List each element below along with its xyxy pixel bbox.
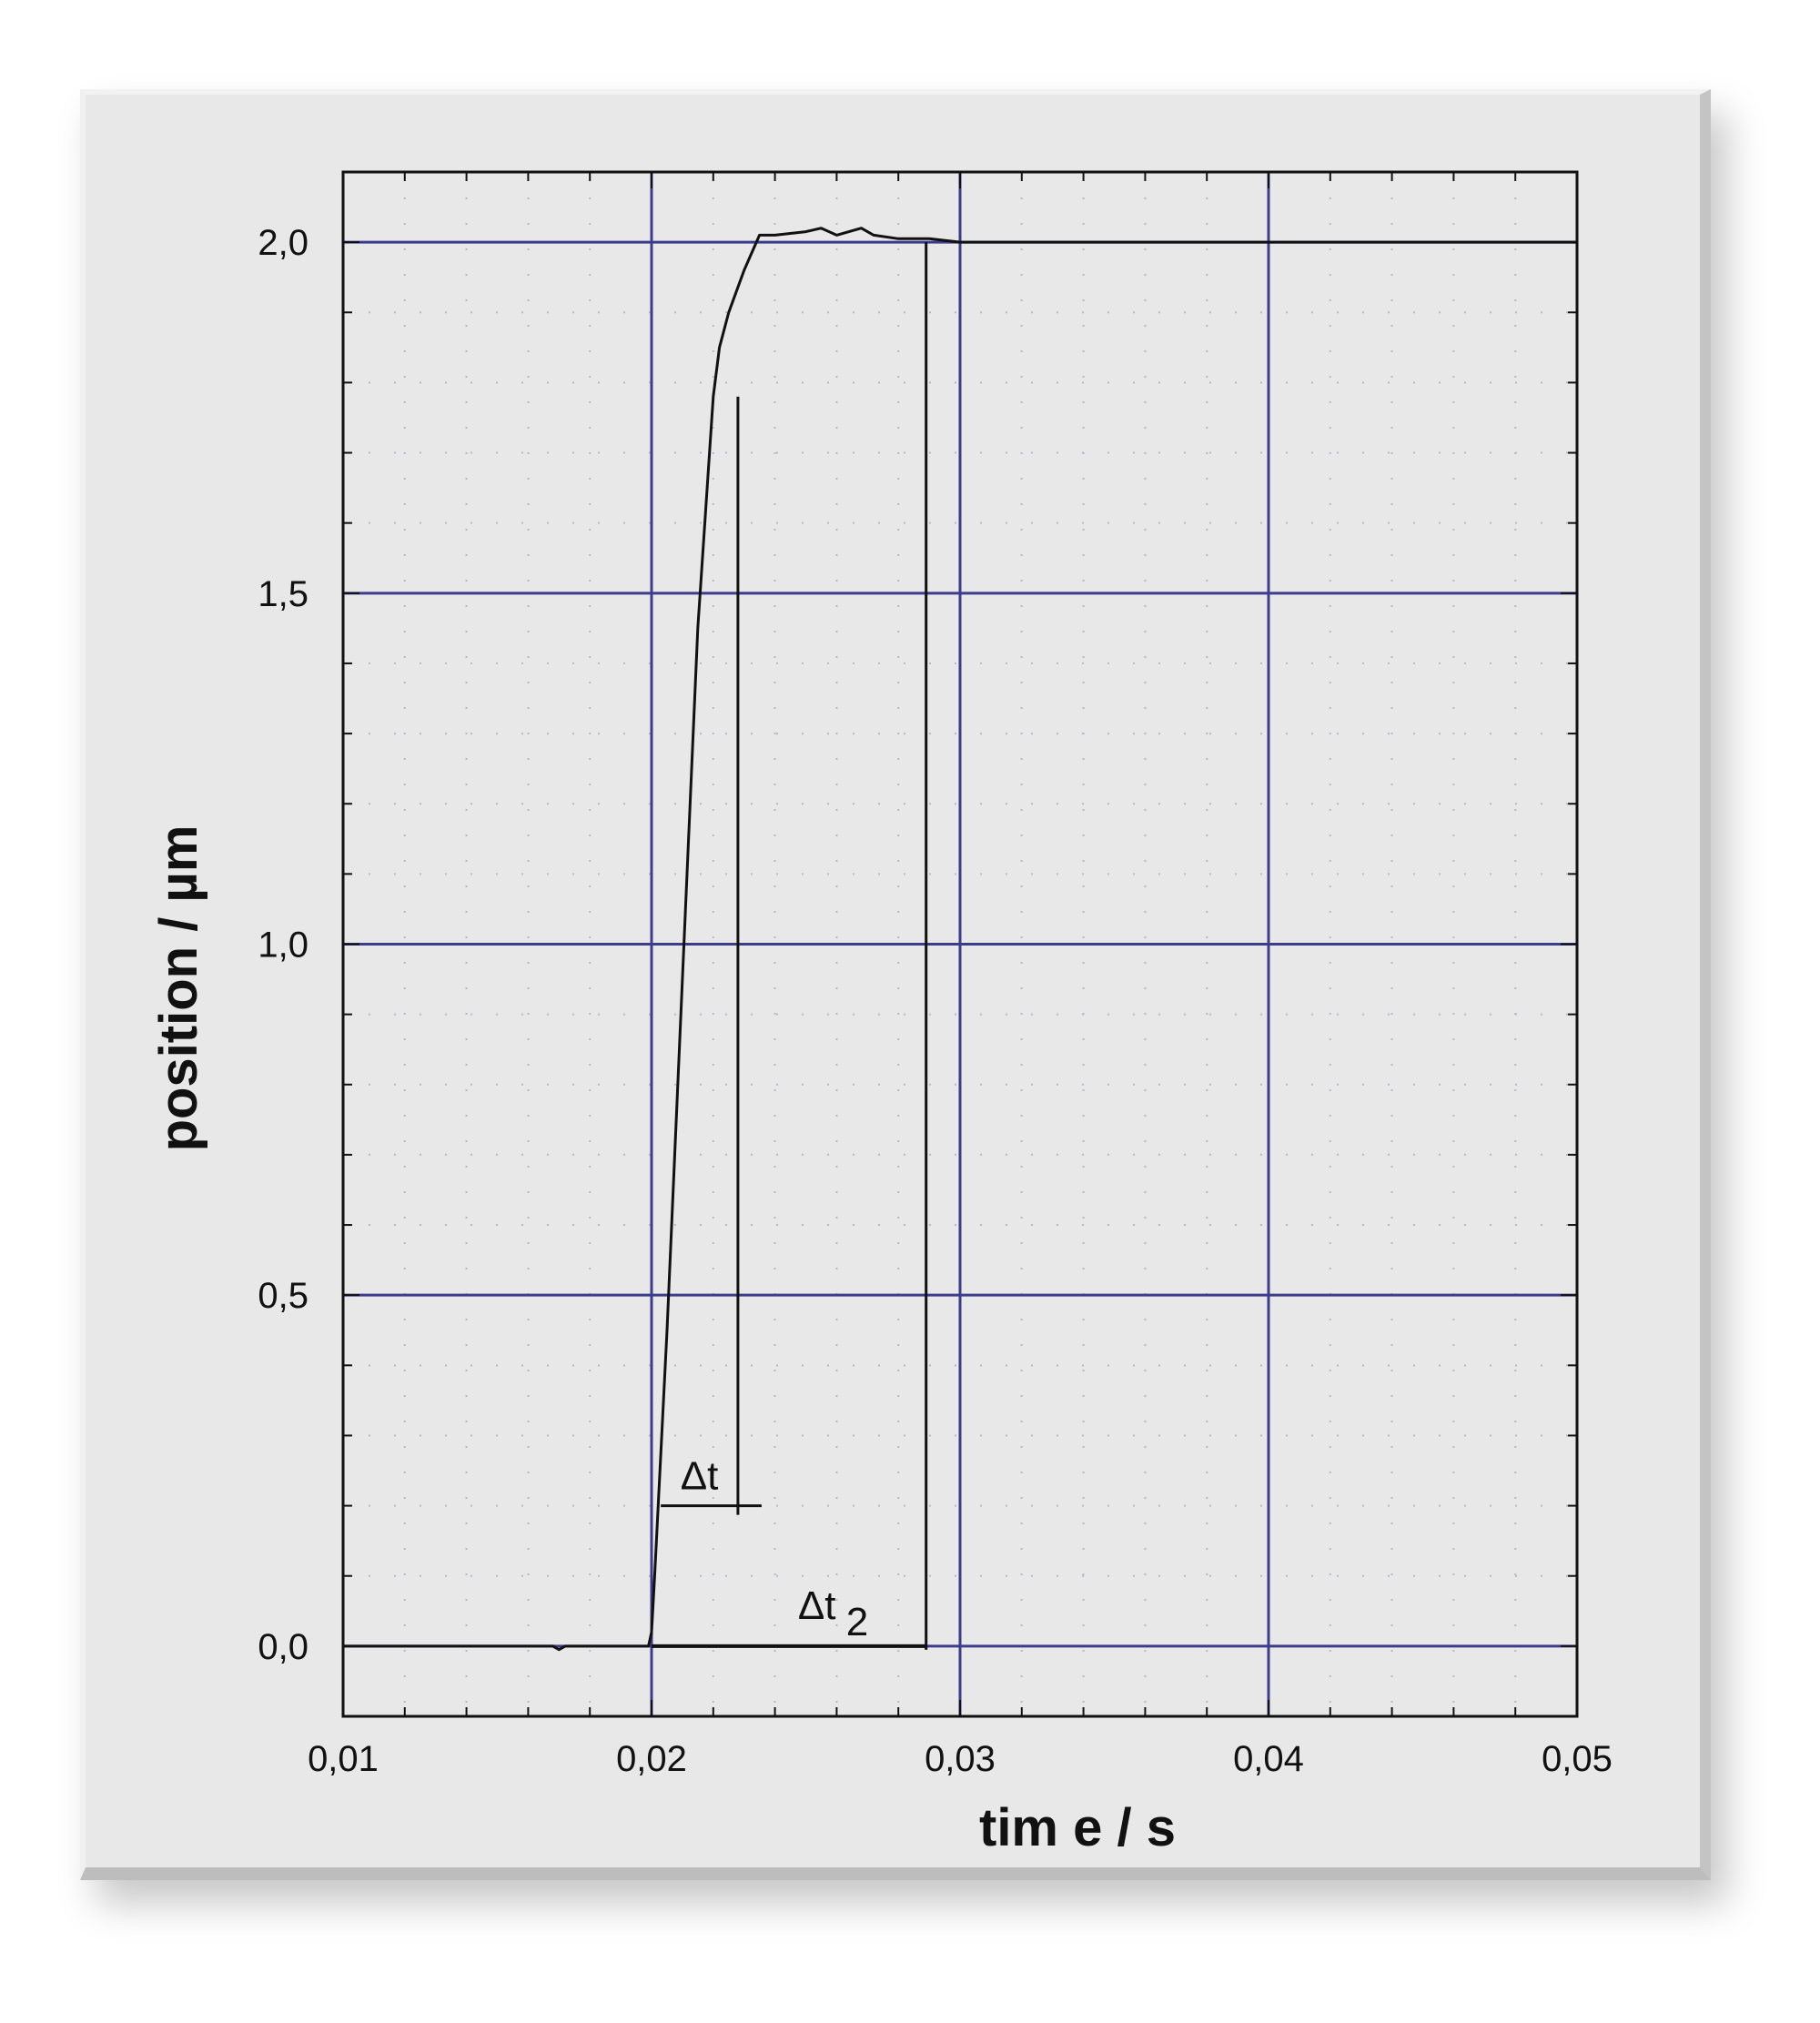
y-tick-label: 2,0 [258, 223, 308, 263]
x-tick-label: 0,01 [308, 1739, 379, 1779]
series-lines [343, 227, 1577, 1652]
series-line [343, 227, 1577, 1652]
y-tick-label: 0,5 [258, 1276, 308, 1316]
x-tick-label: 0,02 [616, 1739, 687, 1779]
y-tick-label: 1,0 [258, 926, 308, 966]
delta-t2-subscript: 2 [846, 1600, 868, 1644]
delta-t1-label: Δt [681, 1454, 719, 1499]
y-axis-title: position / µm [149, 825, 208, 1152]
x-tick-label: 0,03 [925, 1739, 996, 1779]
y-tick-label: 0,0 [258, 1627, 308, 1667]
chart-panel: Δt Δt 2 0,01 0,02 0,03 0,04 0,05 0,0 0,5 1,0 1,5 2,… [80, 89, 1711, 1880]
x-tick-label: 0,04 [1233, 1739, 1304, 1779]
x-tick-label: 0,05 [1542, 1739, 1613, 1779]
axis-ticks [342, 171, 1578, 1717]
delta-t2-label: Δt [798, 1583, 836, 1628]
tick-labels: 0,01 0,02 0,03 0,04 0,05 0,0 0,5 1,0 1,5 2,0 [258, 223, 1613, 1779]
y-tick-label: 1,5 [258, 574, 308, 614]
x-axis-title: tim e / s [979, 1798, 1176, 1857]
